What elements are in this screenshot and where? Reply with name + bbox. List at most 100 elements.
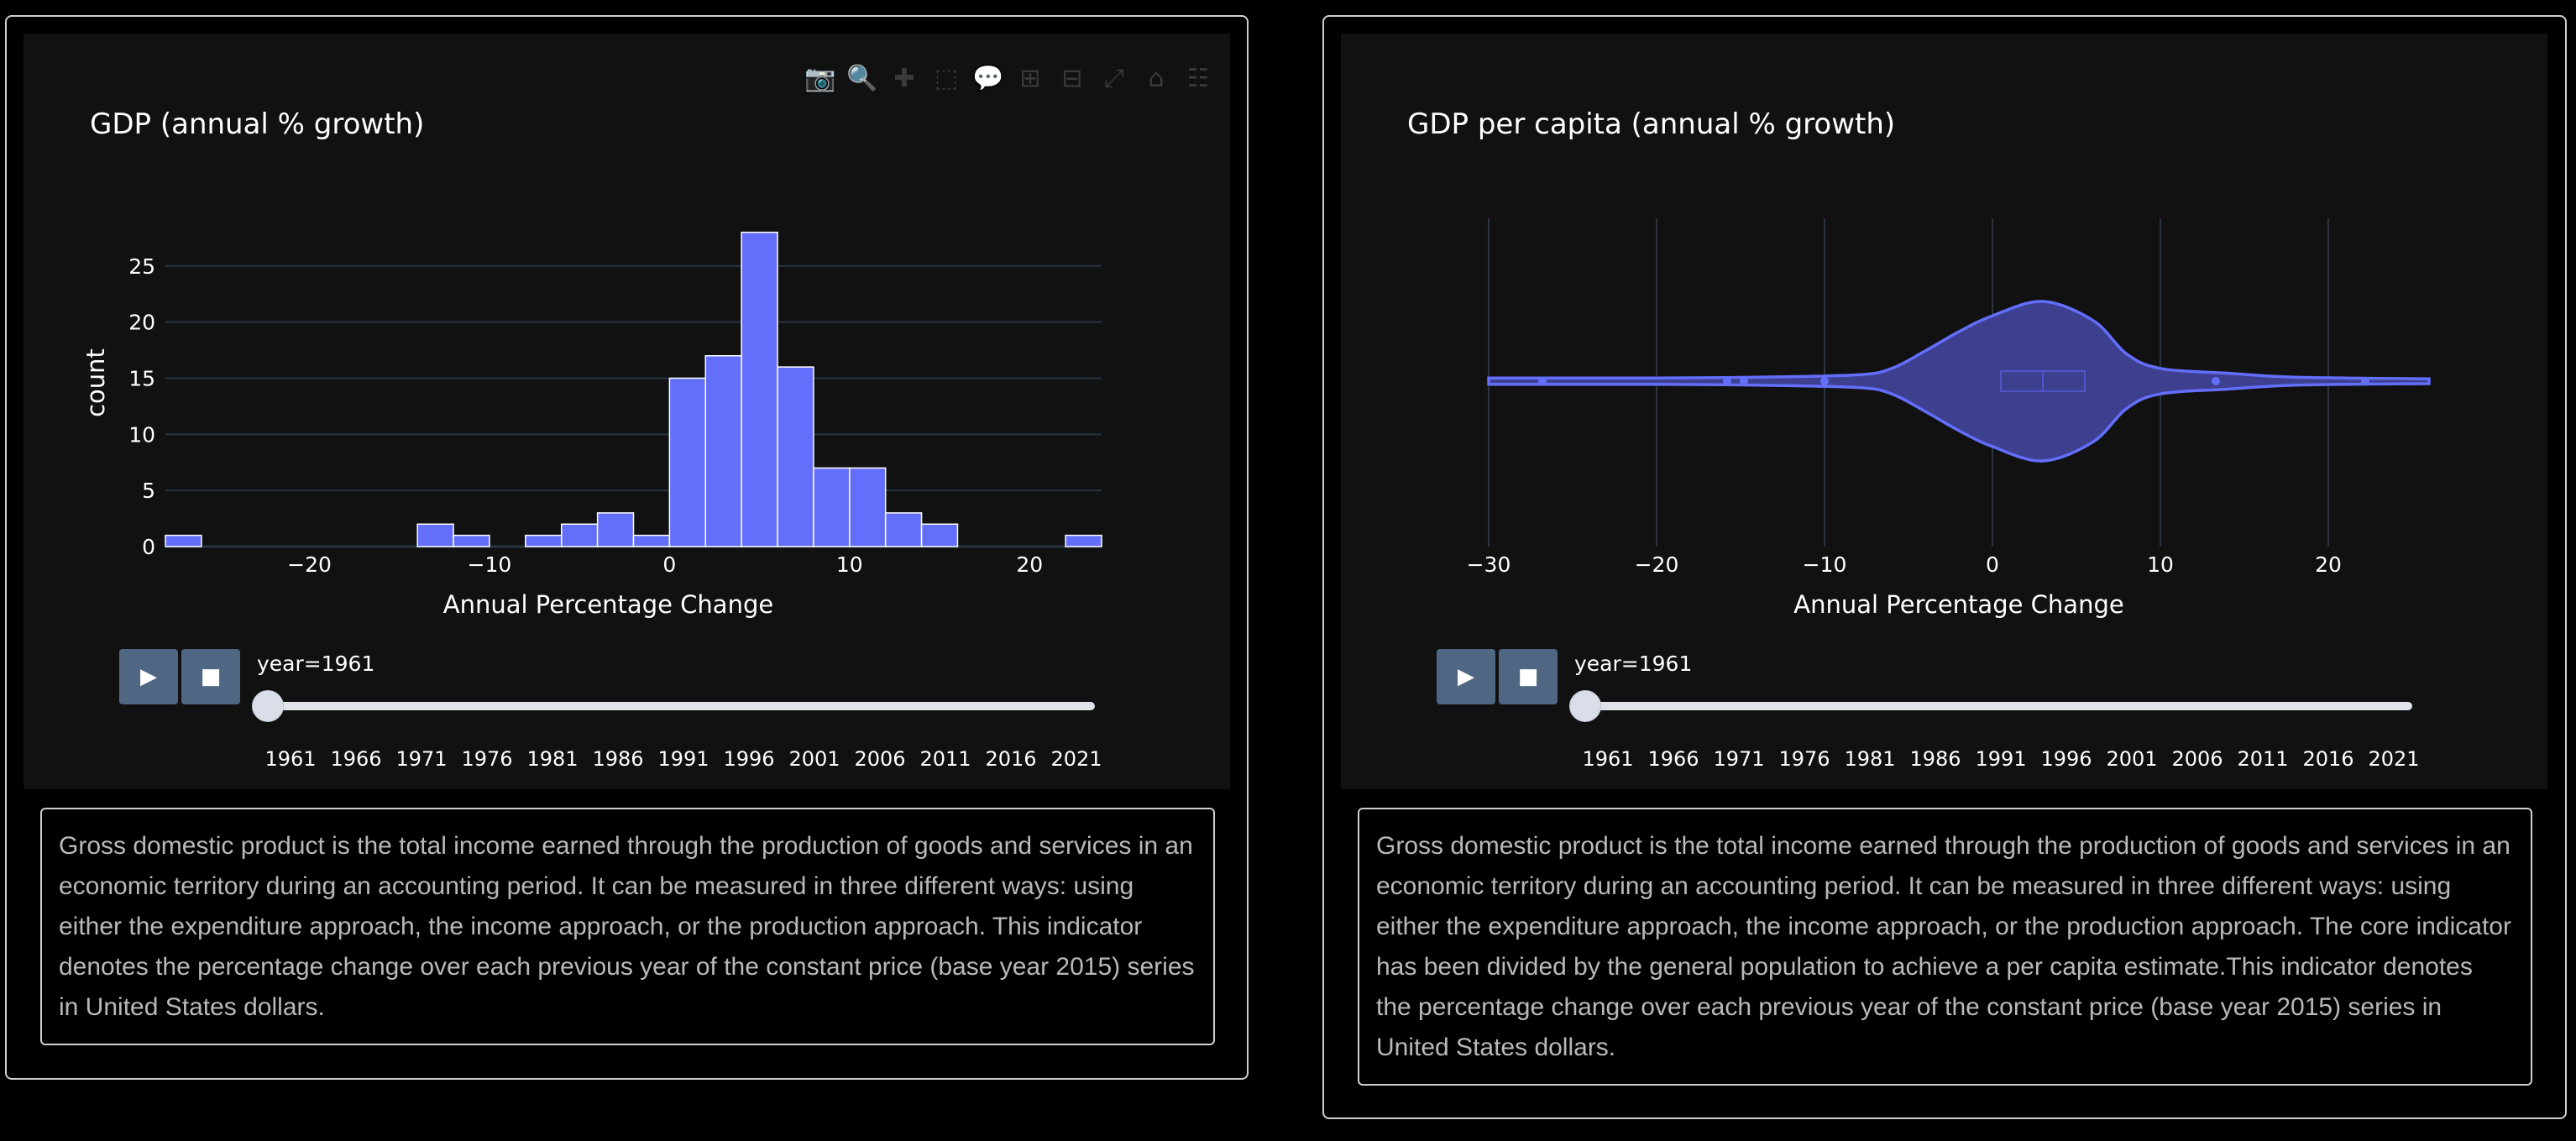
violin-svg[interactable]: GDP per capita (annual % growth) −30 −20 −1… <box>1341 34 2547 789</box>
camera-icon[interactable]: 📷 <box>804 64 836 93</box>
slider-tick-label[interactable]: 2021 <box>1050 747 1102 771</box>
histogram-bar[interactable] <box>1065 534 1102 547</box>
x-tick-label: −20 <box>287 552 332 577</box>
slider-tick-label[interactable]: 1981 <box>1844 747 1896 771</box>
slider-tick-label[interactable]: 2011 <box>919 747 971 771</box>
slider-tick-label[interactable]: 1986 <box>592 747 644 771</box>
slider-tick-label[interactable]: 2006 <box>854 747 906 771</box>
slider-tick-label[interactable]: 1986 <box>1909 747 1961 771</box>
histogram-bar[interactable] <box>453 534 490 547</box>
histogram-svg[interactable]: GDP (annual % growth) 0 5 10 15 20 25 −20 −10 0 10… <box>24 34 1230 789</box>
x-tick-label: 20 <box>1016 552 1043 577</box>
stop-icon: ■ <box>1517 664 1539 689</box>
slider-tick-label[interactable]: 2006 <box>2171 747 2223 771</box>
slider-tick-label[interactable]: 1966 <box>1647 747 1699 771</box>
slider-tick-label[interactable]: 2016 <box>2302 747 2354 771</box>
y-tick-label: 20 <box>128 311 155 335</box>
slider-tick-label[interactable]: 1966 <box>330 747 382 771</box>
chart-title: GDP per capita (annual % growth) <box>1407 107 1895 141</box>
zoom-out-icon[interactable]: ⊟ <box>1061 64 1083 93</box>
stop-icon: ■ <box>200 664 222 689</box>
histogram-bar[interactable] <box>741 231 778 547</box>
y-tick-label: 25 <box>128 254 155 279</box>
y-tick-label: 0 <box>142 535 155 559</box>
histogram-bar[interactable] <box>704 354 742 547</box>
gdp-per-capita-card: GDP per capita (annual % growth) −30 −20 −1… <box>1322 15 2567 1119</box>
y-tick-label: 10 <box>128 422 155 447</box>
autoscale-icon[interactable]: ⤢ <box>1104 64 1124 93</box>
play-icon: ▶ <box>140 664 157 689</box>
slider-tick-label[interactable]: 1961 <box>264 747 317 771</box>
slider-tick-label[interactable]: 1976 <box>1778 747 1830 771</box>
year-slider-handle[interactable] <box>252 690 284 722</box>
violin-outlier-point[interactable] <box>1740 377 1748 385</box>
slider-tick-label[interactable]: 2001 <box>788 747 840 771</box>
slider-tick-label[interactable]: 1971 <box>395 747 448 771</box>
gdp-growth-card: GDP (annual % growth) 0 5 10 15 20 25 −20 −10 0 10… <box>5 15 1249 1080</box>
histogram-bar[interactable] <box>416 523 454 547</box>
violin-outlier-point[interactable] <box>1723 377 1731 385</box>
lasso-icon[interactable]: 💬 <box>972 64 1004 93</box>
slider-tick-label[interactable]: 2001 <box>2106 747 2158 771</box>
violin-outlier-point[interactable] <box>1820 377 1829 385</box>
slider-tick-label[interactable]: 1991 <box>657 747 709 771</box>
slider-current-value: year=1961 <box>257 652 375 676</box>
x-tick-label: −30 <box>1467 552 1511 577</box>
violin-body[interactable] <box>1487 300 2431 463</box>
box-select-icon[interactable]: ⬚ <box>934 64 959 93</box>
violin-outlier-point[interactable] <box>1538 377 1547 385</box>
violin-graph[interactable]: GDP per capita (annual % growth) −30 −20 −1… <box>1341 34 2547 789</box>
reset-icon[interactable]: ⌂ <box>1148 64 1165 93</box>
histogram-bar[interactable] <box>849 467 887 547</box>
x-tick-label: 20 <box>2315 552 2342 577</box>
slider-tick-label[interactable]: 1996 <box>723 747 775 771</box>
zoom-icon[interactable]: 🔍 <box>846 64 878 93</box>
slider-tick-label[interactable]: 1976 <box>461 747 513 771</box>
play-button[interactable]: ▶ <box>1437 649 1495 704</box>
histogram-bar[interactable] <box>920 523 959 547</box>
histogram-bar[interactable] <box>525 534 563 547</box>
pan-icon[interactable]: ✚ <box>893 64 915 93</box>
slider-tick-label[interactable]: 1971 <box>1713 747 1765 771</box>
x-axis-title: Annual Percentage Change <box>1793 590 2123 619</box>
zoom-in-icon[interactable]: ⊞ <box>1019 64 1041 93</box>
histogram-bar[interactable] <box>632 534 671 547</box>
slider-tick-labels: 1961 1966 1971 1976 1981 1986 1991 1996 2001 2006… <box>1559 747 2449 781</box>
description-box: Gross domestic product is the total inco… <box>1358 808 2532 1086</box>
year-slider-handle[interactable] <box>1569 690 1601 722</box>
y-tick-label: 5 <box>142 479 155 503</box>
stop-button[interactable]: ■ <box>1499 649 1558 704</box>
slider-tick-label[interactable]: 1996 <box>2040 747 2092 771</box>
description-box: Gross domestic product is the total inco… <box>40 808 1215 1045</box>
histogram-bar[interactable] <box>596 512 635 547</box>
x-axis-title: Annual Percentage Change <box>443 590 773 619</box>
slider-current-value: year=1961 <box>1574 652 1693 676</box>
year-slider-rail[interactable] <box>269 702 1095 710</box>
histogram-bar[interactable] <box>668 377 707 547</box>
chart-title: GDP (annual % growth) <box>90 107 424 141</box>
y-axis-title: count <box>81 348 110 417</box>
violin-outlier-point[interactable] <box>2212 377 2220 385</box>
x-tick-label: −20 <box>1635 552 1679 577</box>
y-tick-label: 15 <box>128 366 155 390</box>
slider-tick-label[interactable]: 1991 <box>1975 747 2027 771</box>
slider-tick-label[interactable]: 2011 <box>2237 747 2289 771</box>
violin-outlier-point[interactable] <box>2361 377 2369 385</box>
slider-tick-label[interactable]: 2021 <box>2368 747 2420 771</box>
histogram-bar[interactable] <box>777 366 814 547</box>
plotly-logo-icon[interactable]: ☷ <box>1186 64 1210 93</box>
play-button[interactable]: ▶ <box>119 649 178 704</box>
x-tick-label: 10 <box>2147 552 2174 577</box>
histogram-bar[interactable] <box>813 467 851 547</box>
slider-tick-label[interactable]: 1981 <box>526 747 579 771</box>
histogram-bar[interactable] <box>165 534 202 547</box>
slider-tick-labels: 1961 1966 1971 1976 1981 1986 1991 1996 2001 2006… <box>242 747 1132 781</box>
x-tick-label: 0 <box>662 552 676 577</box>
histogram-bar[interactable] <box>884 512 923 547</box>
stop-button[interactable]: ■ <box>181 649 240 704</box>
histogram-bar[interactable] <box>560 523 599 547</box>
histogram-graph[interactable]: GDP (annual % growth) 0 5 10 15 20 25 −20 −10 0 10… <box>24 34 1230 789</box>
year-slider-rail[interactable] <box>1586 702 2412 710</box>
slider-tick-label[interactable]: 1961 <box>1582 747 1634 771</box>
slider-tick-label[interactable]: 2016 <box>985 747 1037 771</box>
